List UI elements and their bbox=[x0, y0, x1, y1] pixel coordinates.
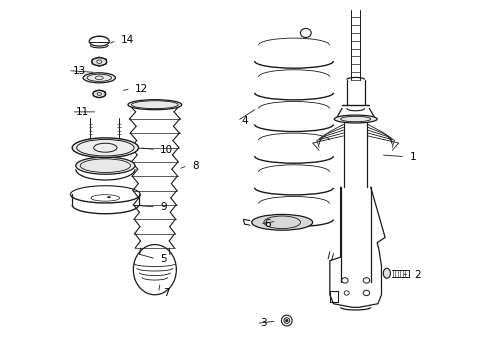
Text: 8: 8 bbox=[191, 161, 198, 171]
Text: 2: 2 bbox=[413, 270, 420, 280]
Ellipse shape bbox=[93, 90, 105, 98]
Text: 1: 1 bbox=[408, 152, 415, 162]
Text: 5: 5 bbox=[160, 254, 166, 264]
Text: 6: 6 bbox=[264, 219, 270, 229]
Text: 13: 13 bbox=[72, 66, 85, 76]
Text: 11: 11 bbox=[76, 107, 89, 117]
Ellipse shape bbox=[107, 197, 110, 198]
Text: 10: 10 bbox=[160, 144, 173, 154]
Ellipse shape bbox=[333, 115, 376, 123]
Ellipse shape bbox=[83, 73, 115, 83]
Text: 7: 7 bbox=[163, 288, 169, 298]
Ellipse shape bbox=[285, 319, 287, 322]
Ellipse shape bbox=[76, 157, 135, 174]
Text: 3: 3 bbox=[260, 319, 267, 328]
Ellipse shape bbox=[72, 138, 138, 158]
Text: 9: 9 bbox=[160, 202, 166, 212]
Text: 4: 4 bbox=[241, 116, 248, 126]
Ellipse shape bbox=[383, 268, 389, 278]
Ellipse shape bbox=[92, 58, 106, 66]
Ellipse shape bbox=[251, 215, 312, 230]
Text: 12: 12 bbox=[135, 84, 148, 94]
Ellipse shape bbox=[128, 100, 182, 110]
Text: 14: 14 bbox=[121, 35, 134, 45]
